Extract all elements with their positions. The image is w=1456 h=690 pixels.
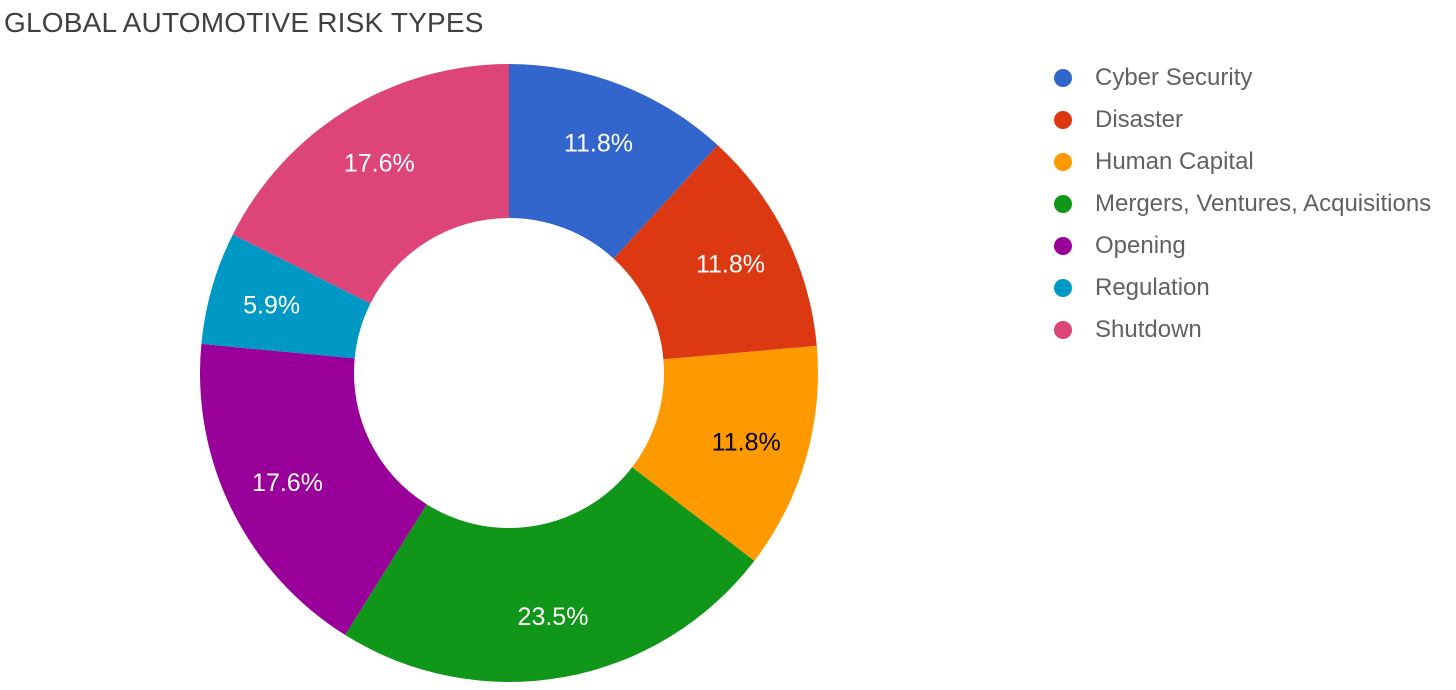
legend-item-human-capital[interactable]: Human Capital xyxy=(1054,141,1431,183)
legend-item-opening[interactable]: Opening xyxy=(1054,225,1431,267)
legend-item-label: Opening xyxy=(1095,232,1186,259)
legend-color-dot-icon xyxy=(1054,195,1072,213)
pie-slice-opening[interactable] xyxy=(199,343,427,635)
legend-color-dot-icon xyxy=(1054,153,1072,171)
legend-item-cyber-security[interactable]: Cyber Security xyxy=(1054,57,1431,99)
legend-item-label: Mergers, Ventures, Acquisitions xyxy=(1095,190,1432,217)
legend-item-disaster[interactable]: Disaster xyxy=(1054,99,1431,141)
legend-item-shutdown[interactable]: Shutdown xyxy=(1054,309,1431,351)
pie-slice-regulation[interactable] xyxy=(201,234,371,359)
chart-title: GLOBAL AUTOMOTIVE RISK TYPES xyxy=(4,7,484,38)
pie-slice-shutdown[interactable] xyxy=(232,64,510,304)
legend-color-dot-icon xyxy=(1054,321,1072,339)
pie-slice-cyber-security[interactable] xyxy=(509,64,718,259)
legend-color-dot-icon xyxy=(1054,111,1072,129)
pie-slice-human-capital[interactable] xyxy=(632,345,819,561)
pie-slice-mergers-ventures-acquisitions[interactable] xyxy=(345,467,755,682)
legend-item-mergers-ventures-acquisitions[interactable]: Mergers, Ventures, Acquisitions xyxy=(1054,183,1431,225)
legend-item-regulation[interactable]: Regulation xyxy=(1054,267,1431,309)
legend-color-dot-icon xyxy=(1054,69,1072,87)
pie-slice-disaster[interactable] xyxy=(613,145,817,360)
chart-legend: Cyber Security Disaster Human Capital Merge… xyxy=(1054,57,1431,351)
legend-item-label: Shutdown xyxy=(1095,316,1202,343)
legend-item-label: Cyber Security xyxy=(1095,64,1253,91)
legend-color-dot-icon xyxy=(1054,237,1072,255)
legend-item-label: Regulation xyxy=(1095,274,1210,301)
legend-color-dot-icon xyxy=(1054,279,1072,297)
legend-item-label: Human Capital xyxy=(1095,148,1254,175)
legend-item-label: Disaster xyxy=(1095,106,1184,133)
